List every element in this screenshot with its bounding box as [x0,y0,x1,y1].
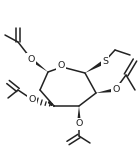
Polygon shape [31,59,48,72]
Polygon shape [85,60,105,73]
Polygon shape [96,88,115,93]
Text: O: O [27,54,35,63]
Text: O: O [57,61,65,70]
Text: O: O [28,94,36,103]
Text: O: O [75,120,83,129]
Polygon shape [77,106,81,123]
Text: O: O [112,84,120,93]
Text: S: S [102,57,108,66]
